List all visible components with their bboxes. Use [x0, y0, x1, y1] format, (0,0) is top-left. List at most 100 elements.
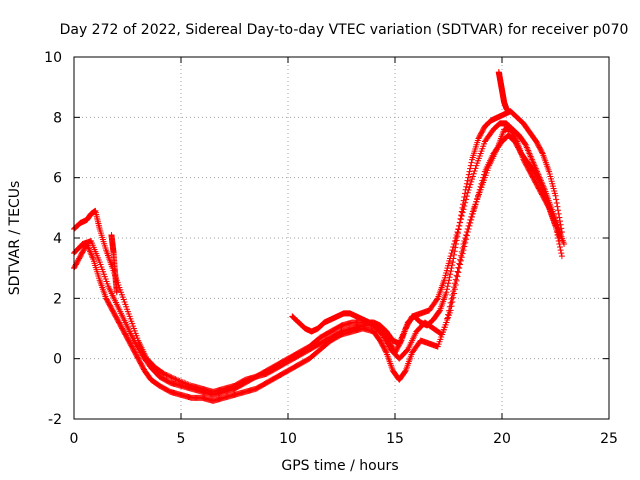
- y-tick-label: -2: [48, 412, 62, 428]
- data-point-interp: [461, 243, 468, 250]
- data-point-interp: [475, 192, 482, 199]
- data-point-interp: [469, 176, 476, 183]
- data-point-interp: [470, 207, 477, 214]
- chart-title: Day 272 of 2022, Sidereal Day-to-day VTE…: [60, 22, 629, 38]
- data-point-interp: [466, 184, 473, 191]
- data-point-interp: [456, 219, 463, 226]
- data-point-interp: [163, 371, 170, 378]
- data-point-interp: [452, 241, 459, 248]
- axis-ticks: 0 5 10 15 20 25 -2 0 2 4 6 8 10: [44, 50, 618, 447]
- data-point-interp: [460, 201, 467, 208]
- data-point-interp: [465, 174, 472, 181]
- data-point-interp: [455, 226, 462, 233]
- data-point-interp: [467, 165, 474, 172]
- data-point: [558, 253, 565, 260]
- data-point-interp: [469, 210, 476, 217]
- data-point-interp: [445, 277, 452, 284]
- data-point-interp: [449, 298, 456, 305]
- data-point-interp: [472, 201, 479, 208]
- data-point: [552, 192, 559, 199]
- data-point-interp: [468, 159, 475, 166]
- data-point-interp: [471, 168, 478, 175]
- x-tick-label: 20: [493, 431, 511, 447]
- data-point-interp: [162, 371, 169, 378]
- data-point-interp: [457, 215, 464, 222]
- x-tick-label: 15: [386, 431, 404, 447]
- data-point-interp: [457, 257, 464, 264]
- data-point-interp: [556, 214, 563, 221]
- data-point-interp: [458, 212, 465, 219]
- x-tick-label: 25: [600, 431, 618, 447]
- data-point-interp: [436, 308, 443, 315]
- data-point-interp: [460, 197, 467, 204]
- y-tick-label: 8: [53, 110, 62, 126]
- data-point-interp: [463, 236, 470, 243]
- data-point-interp: [451, 290, 458, 297]
- data-point-interp: [553, 196, 560, 203]
- data-point-interp: [444, 286, 451, 293]
- data-point-interp: [382, 348, 389, 355]
- data-point-interp: [478, 180, 485, 187]
- data-point-interp: [402, 368, 409, 375]
- series-arc-d: [289, 108, 565, 356]
- data-point: [556, 235, 563, 241]
- y-tick-label: 0: [53, 352, 62, 368]
- data-point-interp: [455, 269, 462, 276]
- data-point-interp: [474, 195, 481, 202]
- data-point-interp: [461, 190, 468, 197]
- data-point: [473, 198, 480, 205]
- y-tick-label: 2: [53, 291, 62, 307]
- data-point-interp: [169, 374, 176, 381]
- data-point-interp: [433, 296, 440, 303]
- data-point-interp: [464, 177, 471, 184]
- series-spike-1.8: [108, 231, 120, 296]
- data-point-interp: [557, 221, 564, 228]
- data-point-interp: [558, 225, 565, 232]
- data-point: [443, 289, 450, 296]
- data-point-interp: [459, 204, 466, 211]
- data-point-interp: [453, 277, 460, 284]
- data-point-interp: [554, 203, 561, 210]
- data-point: [160, 370, 167, 377]
- data-point-interp: [466, 168, 473, 175]
- data-point-interp: [466, 222, 473, 229]
- x-tick-label: 10: [279, 431, 297, 447]
- data-point-interp: [469, 213, 476, 220]
- data-point-interp: [450, 294, 457, 301]
- data-point-interp: [536, 179, 543, 186]
- data-point-interp: [454, 273, 461, 280]
- data-point-interp: [463, 180, 470, 187]
- data-point-interp: [445, 280, 452, 287]
- data-point-interp: [467, 162, 474, 169]
- data-point-interp: [448, 303, 455, 310]
- data-point: [505, 108, 512, 115]
- data-point-interp: [454, 233, 461, 240]
- data-point: [464, 189, 471, 196]
- data-point-interp: [167, 373, 174, 380]
- data-point-interp: [555, 207, 562, 214]
- data-point: [456, 222, 463, 229]
- y-tick-label: 6: [53, 171, 62, 187]
- data-point-interp: [171, 375, 178, 382]
- data-point-interp: [557, 247, 564, 254]
- data-point-interp: [465, 171, 472, 178]
- data-point-interp: [479, 177, 486, 184]
- data-point-interp: [470, 170, 477, 177]
- series-arc-b: [71, 126, 565, 404]
- data-point-interp: [448, 265, 455, 272]
- data-point-interp: [459, 250, 466, 257]
- data-point-interp: [451, 248, 458, 255]
- data-point-interp: [481, 171, 488, 178]
- data-point-interp: [172, 376, 179, 383]
- data-point-interp: [556, 218, 563, 225]
- data-point-interp: [477, 183, 484, 190]
- y-axis-label: SDTVAR / TECUs: [7, 181, 23, 296]
- data-point-interp: [452, 282, 459, 289]
- data-point-interp: [446, 274, 453, 281]
- y-tick-label: 4: [53, 231, 62, 247]
- data-point-interp: [556, 241, 563, 248]
- data-point-interp: [556, 244, 563, 251]
- x-tick-label: 5: [177, 431, 186, 447]
- data-point-interp: [468, 216, 475, 223]
